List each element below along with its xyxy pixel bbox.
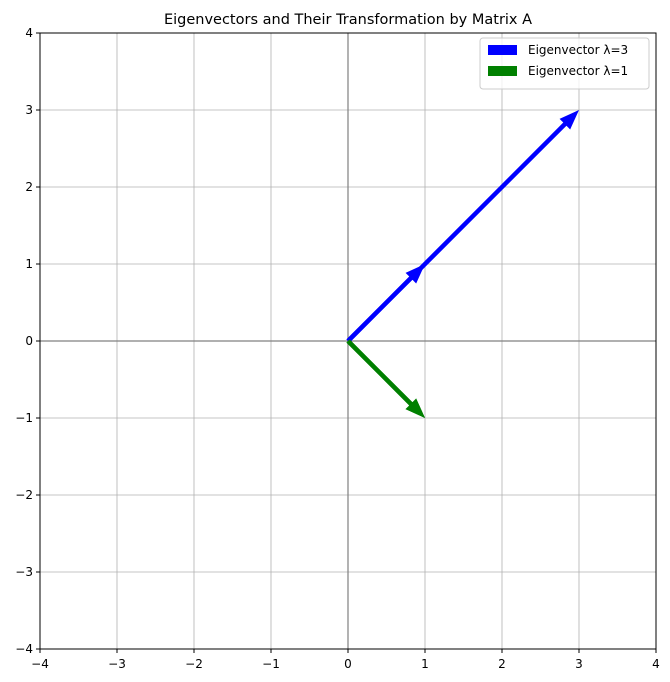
legend-label-lambda-3: Eigenvector λ=3 [528,43,628,57]
x-tick-label: −1 [262,657,280,671]
y-tick-label: −3 [15,565,33,579]
y-tick-label: −1 [15,411,33,425]
y-tick-label: 0 [25,334,33,348]
arrows [346,110,579,418]
arrow-series-0-1 [346,110,579,343]
x-tick-label: 4 [652,657,660,671]
legend-swatch-lambda-1 [488,66,517,76]
y-tick-label: −2 [15,488,33,502]
y-tick-label: 1 [25,257,33,271]
x-tick-label: 3 [575,657,583,671]
legend-swatch-lambda-3 [488,45,517,55]
y-tick-label: 3 [25,103,33,117]
x-tick-label: −2 [185,657,203,671]
arrow-series-1-1 [346,339,425,418]
legend: Eigenvector λ=3 Eigenvector λ=1 [479,37,650,90]
y-tick-label: −4 [15,642,33,656]
x-tick-label: 1 [421,657,429,671]
x-tick-label: 0 [344,657,352,671]
y-tick-label: 4 [25,26,33,40]
x-tick-label: 2 [498,657,506,671]
x-tick-label: −3 [108,657,126,671]
legend-label-lambda-1: Eigenvector λ=1 [528,64,628,78]
y-tick-label: 2 [25,180,33,194]
x-tick-label: −4 [31,657,49,671]
chart-title: Eigenvectors and Their Transformation by… [164,12,532,28]
legend-frame [479,37,650,90]
ticks: −4 −3 −2 −1 0 1 2 3 4 −4 −3 −2 −1 0 1 2 3 4 [15,26,660,671]
